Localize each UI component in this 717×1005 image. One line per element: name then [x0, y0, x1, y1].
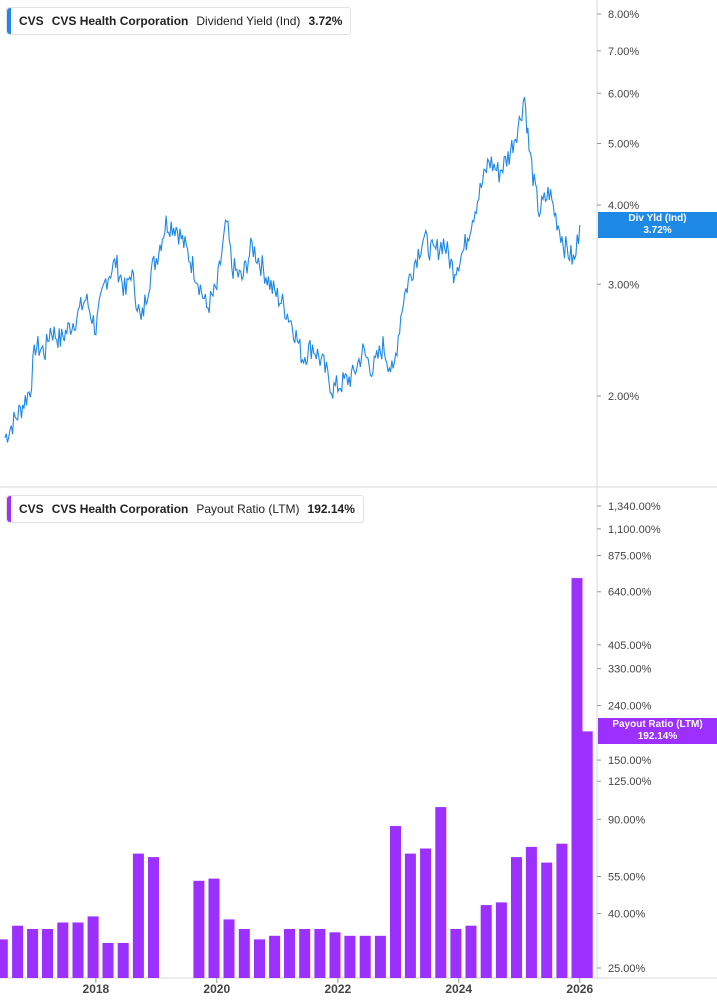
payout-ratio-y-tick-label: 40.00% [608, 908, 646, 920]
dividend-yield-y-tick-label: 5.00% [608, 139, 639, 151]
payout-ratio-bar [571, 578, 583, 978]
payout-ratio-bar [269, 935, 281, 978]
payout-ratio-bar [87, 916, 99, 978]
x-tick-label: 2026 [566, 982, 593, 996]
payout-ratio-bar [359, 935, 371, 978]
x-tick-label: 2018 [83, 982, 110, 996]
payout-ratio-bar [132, 853, 144, 978]
payout-ratio-bars [0, 578, 593, 978]
payout-ratio-bar [12, 925, 24, 978]
payout-ratio-bar [208, 878, 220, 978]
payout-ratio-y-tick-label: 875.00% [608, 550, 652, 562]
legend-value: 192.14% [307, 502, 355, 516]
legend-ticker: CVS [19, 502, 44, 516]
dividend-yield-y-tick-label: 8.00% [608, 9, 639, 21]
dividend-yield-y-tick-label: 3.00% [608, 279, 639, 291]
dividend-yield-y-tick-label: 2.00% [608, 391, 639, 403]
dividend-yield-legend[interactable]: CVS CVS Health Corporation Dividend Yiel… [6, 7, 352, 35]
payout-ratio-bar [511, 857, 522, 978]
payout-ratio-bar [102, 943, 114, 978]
payout-ratio-y-axis: 1,340.00% 1,100.00% 875.00% 640.00% 405.00% 3… [597, 501, 661, 975]
payout-ratio-bar [480, 905, 492, 978]
payout-ratio-y-tick-label: 55.00% [608, 872, 646, 884]
payout-ratio-bar [435, 807, 447, 978]
payout-ratio-bar [525, 846, 537, 978]
payout-ratio-bar [390, 826, 401, 978]
payout-ratio-bar [314, 929, 326, 978]
payout-ratio-bar [72, 922, 84, 978]
dividend-yield-y-tick-label: 7.00% [608, 46, 639, 58]
payout-ratio-legend[interactable]: CVS CVS Health Corporation Payout Ratio … [6, 495, 364, 523]
dividend-yield-y-tick-label: 6.00% [608, 88, 639, 100]
dividend-yield-y-axis: 8.00% 7.00% 6.00% 5.00% 4.00% 3.00% 2.00% [597, 9, 639, 403]
payout-ratio-bar [374, 935, 386, 978]
payout-ratio-bar [404, 853, 416, 978]
payout-ratio-y-tick-label: 25.00% [608, 963, 646, 975]
payout-ratio-bar [238, 929, 250, 978]
payout-ratio-bar [495, 902, 507, 978]
payout-ratio-panel: 1,340.00% 1,100.00% 875.00% 640.00% 405.00% 3… [0, 501, 661, 978]
payout-ratio-y-tick-label: 240.00% [608, 701, 652, 713]
payout-ratio-y-tick-label: 150.00% [608, 755, 652, 767]
payout-ratio-y-tick-label: 1,100.00% [608, 524, 661, 536]
payout-ratio-bar [329, 932, 341, 978]
dividend-yield-y-tick-label: 4.00% [608, 200, 639, 212]
legend-value: 3.72% [308, 14, 343, 28]
payout-ratio-bar [284, 929, 295, 978]
payout-ratio-bar [57, 922, 69, 978]
legend-company: CVS Health Corporation [51, 502, 189, 516]
payout-ratio-bar [450, 929, 462, 978]
payout-ratio-legend-swatch [7, 496, 11, 522]
dividend-yield-series-line [4, 96, 581, 443]
dividend-yield-panel: 8.00% 7.00% 6.00% 5.00% 4.00% 3.00% 2.00% [4, 9, 639, 443]
payout-ratio-bar [0, 939, 8, 978]
x-tick-label: 2020 [203, 982, 230, 996]
payout-ratio-bar [223, 919, 235, 978]
payout-ratio-bar [148, 857, 159, 978]
legend-ticker: CVS [19, 14, 44, 28]
payout-ratio-bar [420, 848, 432, 978]
legend-metric: Payout Ratio (LTM) [196, 502, 300, 516]
payout-ratio-bar [556, 843, 568, 978]
payout-ratio-y-tick-label: 405.00% [608, 640, 652, 652]
payout-ratio-bar [27, 929, 39, 978]
payout-ratio-bar [42, 929, 53, 978]
x-tick-label: 2024 [445, 982, 472, 996]
payout-ratio-bar [344, 935, 356, 978]
payout-ratio-y-tick-label: 125.00% [608, 776, 652, 788]
x-axis: 2018 2020 2022 2024 2026 [83, 978, 593, 996]
payout-ratio-bar [581, 731, 593, 978]
payout-ratio-y-tick-label: 330.00% [608, 664, 652, 676]
tag-label: Div Yld (Ind) [628, 212, 687, 224]
dividend-yield-legend-swatch [7, 8, 11, 34]
x-tick-label: 2022 [324, 982, 351, 996]
dividend-yield-value-tag: Div Yld (Ind) 3.72% [598, 211, 717, 238]
legend-company: CVS Health Corporation [51, 14, 189, 28]
tag-value: 192.14% [637, 731, 678, 743]
tag-value: 3.72% [643, 224, 672, 236]
legend-metric: Dividend Yield (Ind) [196, 14, 301, 28]
payout-ratio-bar [117, 943, 129, 978]
payout-ratio-bar [465, 925, 477, 978]
payout-ratio-y-tick-label: 1,340.00% [608, 501, 661, 513]
payout-ratio-bar [193, 880, 205, 978]
payout-ratio-bar [299, 929, 311, 978]
payout-ratio-value-tag: Payout Ratio (LTM) 192.14% [598, 718, 717, 745]
payout-ratio-bar [541, 862, 553, 978]
payout-ratio-y-tick-label: 640.00% [608, 587, 652, 599]
payout-ratio-bar [254, 939, 265, 978]
tag-label: Payout Ratio (LTM) [612, 719, 703, 731]
payout-ratio-y-tick-label: 90.00% [608, 814, 646, 826]
